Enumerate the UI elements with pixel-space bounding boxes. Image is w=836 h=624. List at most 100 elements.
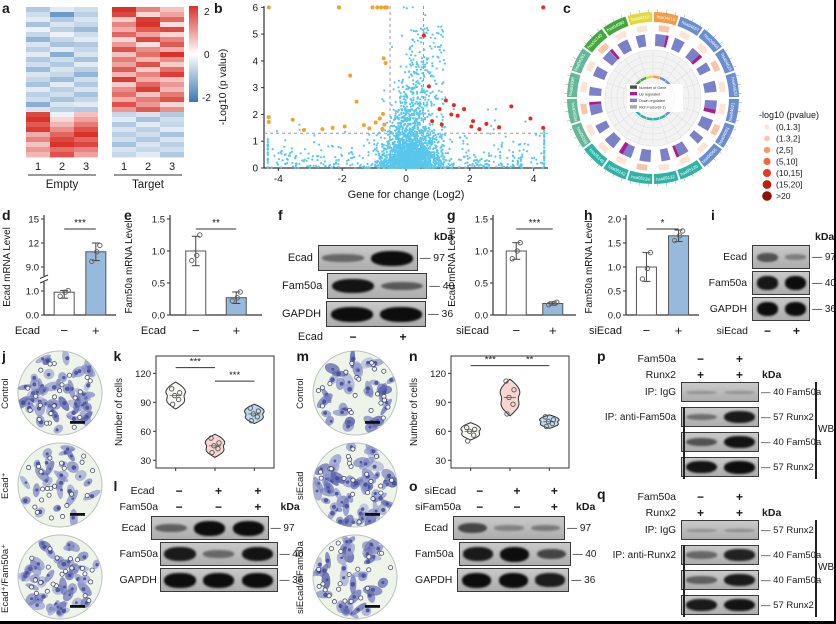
ns-point bbox=[402, 131, 405, 134]
ns-point bbox=[419, 77, 422, 80]
ns-point bbox=[440, 135, 443, 138]
lane-symbols: − + bbox=[681, 352, 759, 366]
ns-point bbox=[385, 121, 389, 124]
ns-point bbox=[277, 158, 280, 161]
membrane-pore bbox=[59, 460, 65, 466]
ns-point bbox=[484, 159, 487, 163]
circos-grid-spoke bbox=[664, 58, 682, 82]
heatmap-cell bbox=[136, 102, 160, 108]
heatmap-cell bbox=[136, 92, 160, 98]
cell-nucleus bbox=[365, 360, 370, 365]
heatmap-cell bbox=[74, 42, 98, 48]
ns-point bbox=[429, 36, 432, 39]
cell-nucleus bbox=[334, 491, 339, 496]
membrane-pore bbox=[77, 414, 83, 420]
ns-point bbox=[393, 156, 396, 159]
membrane-pore bbox=[79, 565, 85, 571]
coip-block-p: Fam50a − + Runx2 + + kDa IP: IgG — 40 Fam50a IP: … bbox=[591, 348, 834, 486]
lane-symbol: + bbox=[215, 483, 223, 498]
heatmap-cell bbox=[112, 77, 136, 83]
figure-row-2: d 0.0 1.0 9.0 12 15 Ecad mRNA Level *** Ecad − + e… bbox=[0, 207, 834, 348]
blot-kda-marker: — 97 bbox=[567, 522, 592, 534]
ns-point bbox=[332, 162, 336, 166]
chart-text: 30 bbox=[140, 456, 151, 467]
ns-point bbox=[407, 122, 410, 125]
ns-point bbox=[286, 162, 289, 165]
lane-symbol: − bbox=[763, 323, 771, 338]
protein-band bbox=[331, 278, 374, 294]
ns-point bbox=[405, 84, 408, 87]
membrane-pore bbox=[69, 491, 75, 497]
ns-point bbox=[420, 89, 423, 92]
protein-band bbox=[155, 523, 187, 533]
center-legend-swatch bbox=[630, 105, 637, 109]
blot-lane bbox=[682, 437, 720, 447]
ns-point bbox=[422, 31, 425, 34]
protein-band bbox=[241, 572, 273, 588]
ns-point bbox=[382, 147, 386, 150]
membrane-pore bbox=[81, 453, 87, 459]
ns-point bbox=[399, 165, 402, 168]
ns-point bbox=[419, 27, 422, 30]
data-point bbox=[229, 298, 235, 304]
ns-point bbox=[414, 30, 417, 33]
ns-point bbox=[406, 145, 409, 148]
heatmap-cell bbox=[112, 42, 136, 48]
lane-symbols: − + bbox=[681, 490, 759, 504]
ns-point bbox=[434, 157, 438, 160]
membrane-pore bbox=[316, 583, 322, 589]
ns-point bbox=[405, 162, 408, 166]
ns-point bbox=[402, 6, 405, 9]
coip-row: IP: anti-Fam50a — 57 Runx2 bbox=[591, 407, 834, 427]
cell-nucleus bbox=[345, 540, 348, 543]
cell-nucleus bbox=[330, 367, 334, 371]
ns-point bbox=[421, 79, 424, 82]
kda-label: kDa bbox=[576, 500, 596, 513]
up-point bbox=[451, 103, 456, 108]
blot-lane-labels: Fam50a − + bbox=[591, 351, 834, 366]
cell-nucleus bbox=[373, 491, 377, 496]
ns-point bbox=[383, 89, 386, 92]
ns-point bbox=[375, 134, 378, 137]
ns-point bbox=[380, 143, 383, 146]
ns-point bbox=[322, 163, 325, 166]
ns-point bbox=[431, 112, 434, 115]
ns-point bbox=[389, 116, 392, 119]
circos-outer-tick bbox=[691, 174, 694, 178]
ns-point bbox=[415, 63, 419, 66]
ns-point bbox=[395, 133, 398, 136]
membrane-pore bbox=[45, 564, 51, 570]
ns-point bbox=[415, 65, 418, 69]
kda-label: kDa bbox=[280, 500, 300, 513]
blot-row: Ecad — 97 bbox=[282, 245, 445, 271]
circos-upregulated-bar bbox=[703, 107, 716, 114]
ns-point bbox=[468, 163, 471, 166]
ns-point bbox=[415, 159, 418, 162]
heatmap-cell bbox=[160, 122, 184, 128]
ns-point bbox=[266, 159, 269, 162]
ns-point bbox=[390, 147, 393, 150]
ns-point bbox=[379, 136, 383, 139]
ns-point bbox=[390, 160, 393, 163]
ns-point bbox=[451, 140, 454, 143]
heatmap-cell bbox=[50, 142, 74, 148]
blot-lane-box bbox=[681, 407, 760, 427]
ns-point bbox=[441, 98, 444, 101]
panel-k-l-column: k l 30 60 90 120 Number of cells *** *** Ecad − + +… bbox=[112, 348, 303, 621]
cell-nucleus bbox=[360, 573, 366, 578]
ns-point bbox=[386, 130, 389, 133]
ns-point bbox=[266, 143, 269, 146]
membrane-pore bbox=[357, 595, 363, 601]
heatmap-cell bbox=[74, 122, 98, 128]
circos-pvalue-bar bbox=[678, 30, 691, 41]
ns-point bbox=[437, 133, 440, 136]
violin-point bbox=[503, 378, 509, 384]
panel-letter-b: b bbox=[214, 0, 223, 16]
lane-symbols: − + bbox=[328, 330, 428, 344]
ns-point bbox=[418, 158, 421, 161]
heatmap-cell bbox=[136, 122, 160, 128]
ns-point bbox=[437, 152, 440, 155]
violin-point bbox=[207, 435, 214, 441]
ns-point bbox=[396, 117, 399, 120]
cell-nucleus bbox=[349, 581, 355, 587]
